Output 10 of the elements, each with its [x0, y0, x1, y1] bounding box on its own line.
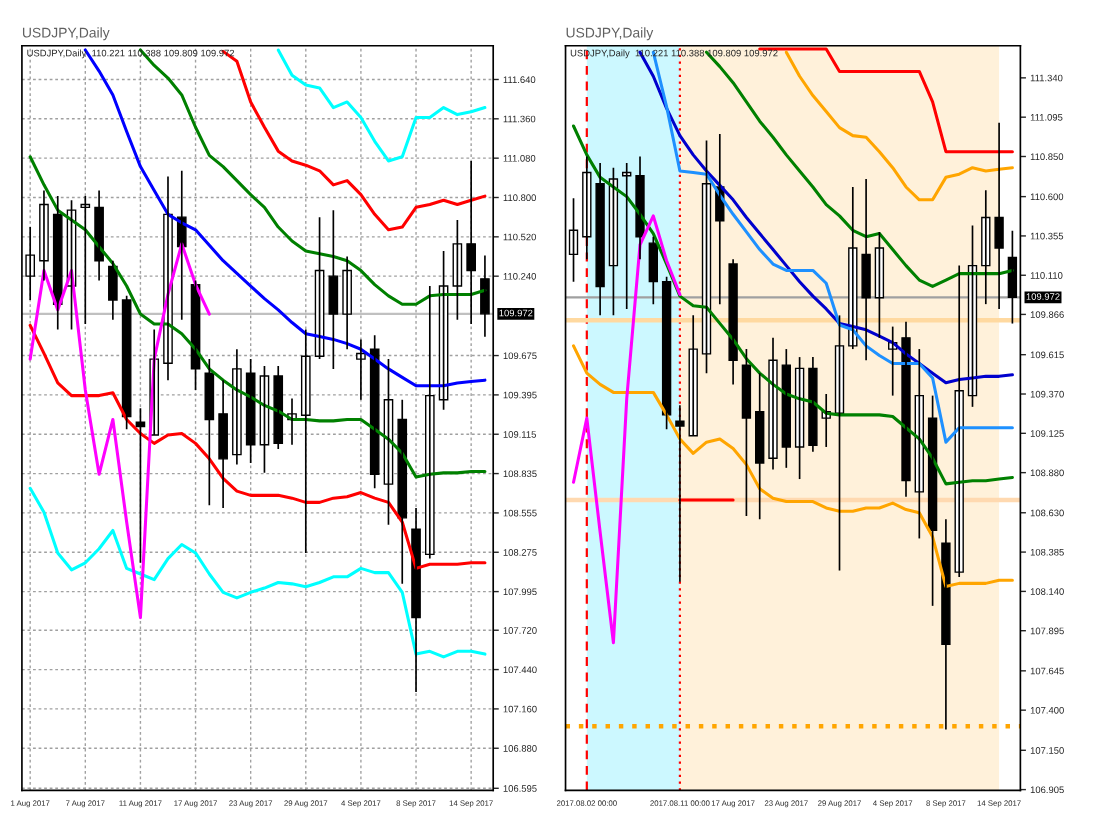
line-series	[83, 48, 487, 388]
line-series	[28, 323, 487, 570]
line-series	[276, 48, 487, 163]
line-series	[784, 50, 1014, 202]
line-series	[571, 214, 682, 645]
line-series	[28, 486, 487, 659]
line-series	[571, 124, 1014, 486]
line-series	[571, 344, 1014, 589]
line-series	[28, 155, 487, 479]
line-series	[638, 50, 1014, 385]
